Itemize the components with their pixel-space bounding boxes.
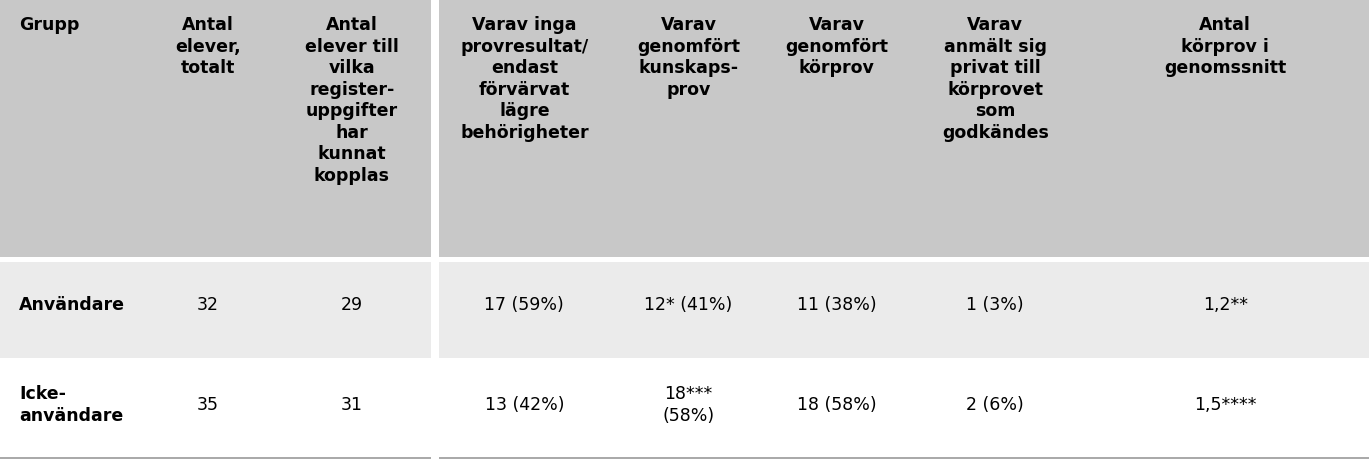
Text: Antal
körprov i
genomssnitt: Antal körprov i genomssnitt — [1164, 16, 1287, 77]
Bar — [0, 257, 1369, 262]
Text: 29: 29 — [341, 296, 363, 314]
Text: 18***
(58%): 18*** (58%) — [663, 385, 715, 425]
Text: Varav
genomfört
kunskaps-
prov: Varav genomfört kunskaps- prov — [637, 16, 741, 99]
Text: 17 (59%): 17 (59%) — [485, 296, 564, 314]
Text: 32: 32 — [197, 296, 219, 314]
Text: 18 (58%): 18 (58%) — [797, 396, 876, 414]
Text: Varav
anmält sig
privat till
körprovet
som
godkändes: Varav anmält sig privat till körprovet s… — [942, 16, 1049, 141]
Text: Grupp: Grupp — [19, 16, 79, 34]
Bar — [0, 358, 1369, 363]
Text: Antal
elever till
vilka
register-
uppgifter
har
kunnat
kopplas: Antal elever till vilka register- uppgif… — [305, 16, 398, 185]
Text: 31: 31 — [341, 396, 363, 414]
Bar — [0, 0, 1369, 259]
Text: Icke-
användare: Icke- användare — [19, 385, 123, 425]
Text: 13 (42%): 13 (42%) — [485, 396, 564, 414]
Text: 1,2**: 1,2** — [1203, 296, 1247, 314]
Text: 1,5****: 1,5**** — [1194, 396, 1257, 414]
Text: Användare: Användare — [19, 296, 125, 314]
Text: 12* (41%): 12* (41%) — [645, 296, 732, 314]
Text: Varav
genomfört
körprov: Varav genomfört körprov — [784, 16, 888, 77]
Text: Antal
elever,
totalt: Antal elever, totalt — [175, 16, 241, 77]
Bar — [431, 0, 439, 459]
Text: 1 (3%): 1 (3%) — [967, 296, 1024, 314]
Text: Varav inga
provresultat/
endast
förvärvat
lägre
behörigheter: Varav inga provresultat/ endast förvärva… — [460, 16, 589, 141]
Text: 11 (38%): 11 (38%) — [797, 296, 876, 314]
Bar — [0, 457, 1369, 459]
Bar — [0, 360, 1369, 459]
Text: 35: 35 — [197, 396, 219, 414]
Text: 2 (6%): 2 (6%) — [967, 396, 1024, 414]
Bar — [0, 259, 1369, 360]
